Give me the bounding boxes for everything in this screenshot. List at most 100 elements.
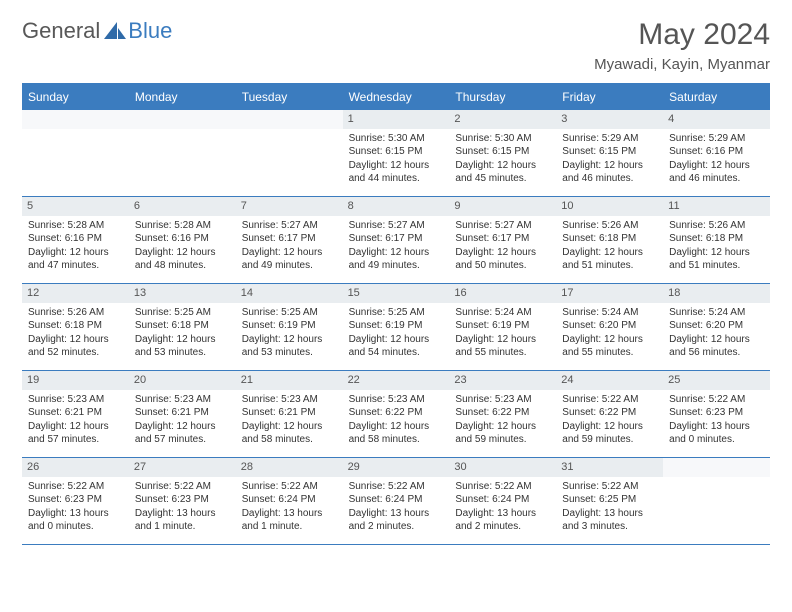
day-cell: 13Sunrise: 5:25 AMSunset: 6:18 PMDayligh…: [129, 284, 236, 370]
day-cell: 10Sunrise: 5:26 AMSunset: 6:18 PMDayligh…: [556, 197, 663, 283]
day-cell: 25Sunrise: 5:22 AMSunset: 6:23 PMDayligh…: [663, 371, 770, 457]
day-cell: 30Sunrise: 5:22 AMSunset: 6:24 PMDayligh…: [449, 458, 556, 544]
day-info-line: Daylight: 12 hours: [28, 333, 123, 347]
day-info-line: and 51 minutes.: [562, 259, 657, 273]
day-number: 7: [236, 197, 343, 216]
day-info-line: and 55 minutes.: [455, 346, 550, 360]
day-number: 10: [556, 197, 663, 216]
day-cell: 12Sunrise: 5:26 AMSunset: 6:18 PMDayligh…: [22, 284, 129, 370]
day-info-line: Sunrise: 5:25 AM: [135, 306, 230, 320]
day-cell: 2Sunrise: 5:30 AMSunset: 6:15 PMDaylight…: [449, 110, 556, 196]
day-info-line: Daylight: 12 hours: [135, 246, 230, 260]
day-info-line: Daylight: 12 hours: [349, 333, 444, 347]
day-info-line: and 46 minutes.: [562, 172, 657, 186]
day-cell: 6 Sunrise: 5:28 AMSunset: 6:16 PMDaylight…: [129, 197, 236, 283]
day-number: [22, 110, 129, 129]
day-info-line: Sunrise: 5:24 AM: [562, 306, 657, 320]
day-cell: [129, 110, 236, 196]
day-info-line: Sunset: 6:21 PM: [242, 406, 337, 420]
day-info-line: Sunset: 6:18 PM: [28, 319, 123, 333]
day-info-line: Daylight: 12 hours: [28, 246, 123, 260]
day-header: Monday: [129, 85, 236, 110]
day-info-line: Sunset: 6:25 PM: [562, 493, 657, 507]
day-number: 11: [663, 197, 770, 216]
day-info-line: Daylight: 12 hours: [349, 246, 444, 260]
day-cell: 27Sunrise: 5:22 AMSunset: 6:23 PMDayligh…: [129, 458, 236, 544]
logo-sail-icon: [104, 22, 126, 40]
day-info-line: Daylight: 12 hours: [455, 246, 550, 260]
day-cell: 1Sunrise: 5:30 AMSunset: 6:15 PMDaylight…: [343, 110, 450, 196]
week-row: 19Sunrise: 5:23 AMSunset: 6:21 PMDayligh…: [22, 371, 770, 458]
day-cell: 22Sunrise: 5:23 AMSunset: 6:22 PMDayligh…: [343, 371, 450, 457]
title-block: May 2024 Myawadi, Kayin, Myanmar: [594, 18, 770, 73]
day-info-line: and 52 minutes.: [28, 346, 123, 360]
day-info-line: Sunset: 6:22 PM: [349, 406, 444, 420]
calendar: Sunday Monday Tuesday Wednesday Thursday…: [22, 83, 770, 545]
day-info-line: Sunset: 6:22 PM: [455, 406, 550, 420]
day-info-line: and 47 minutes.: [28, 259, 123, 273]
day-number: 20: [129, 371, 236, 390]
day-info-line: Daylight: 12 hours: [562, 246, 657, 260]
day-info-line: Daylight: 13 hours: [135, 507, 230, 521]
day-info-line: and 59 minutes.: [562, 433, 657, 447]
day-info-line: Sunset: 6:17 PM: [242, 232, 337, 246]
day-info-line: Sunset: 6:23 PM: [669, 406, 764, 420]
day-info-line: and 50 minutes.: [455, 259, 550, 273]
day-cell: 29Sunrise: 5:22 AMSunset: 6:24 PMDayligh…: [343, 458, 450, 544]
day-cell: 15Sunrise: 5:25 AMSunset: 6:19 PMDayligh…: [343, 284, 450, 370]
day-number: 19: [22, 371, 129, 390]
day-number: 6: [129, 197, 236, 216]
day-info-line: and 55 minutes.: [562, 346, 657, 360]
day-info-line: Daylight: 13 hours: [28, 507, 123, 521]
day-info-line: and 0 minutes.: [28, 520, 123, 534]
logo: General Blue: [22, 18, 172, 44]
logo-text-1: General: [22, 18, 100, 44]
day-cell: 20Sunrise: 5:23 AMSunset: 6:21 PMDayligh…: [129, 371, 236, 457]
day-info-line: Sunrise: 5:23 AM: [349, 393, 444, 407]
day-info-line: and 57 minutes.: [135, 433, 230, 447]
day-info-line: Daylight: 13 hours: [669, 420, 764, 434]
day-info-line: Sunset: 6:24 PM: [349, 493, 444, 507]
day-info-line: Sunrise: 5:23 AM: [455, 393, 550, 407]
day-info-line: Daylight: 13 hours: [455, 507, 550, 521]
day-info-line: Sunset: 6:16 PM: [135, 232, 230, 246]
day-info-line: Sunrise: 5:26 AM: [669, 219, 764, 233]
day-info-line: Sunset: 6:20 PM: [669, 319, 764, 333]
week-row: 5Sunrise: 5:28 AMSunset: 6:16 PMDaylight…: [22, 197, 770, 284]
day-info-line: Sunrise: 5:22 AM: [28, 480, 123, 494]
day-info-line: Sunrise: 5:23 AM: [28, 393, 123, 407]
day-info-line: Sunrise: 5:22 AM: [562, 393, 657, 407]
day-header: Wednesday: [343, 85, 450, 110]
day-info-line: Daylight: 12 hours: [135, 333, 230, 347]
day-info-line: Sunrise: 5:24 AM: [669, 306, 764, 320]
day-header: Tuesday: [236, 85, 343, 110]
day-info-line: and 58 minutes.: [349, 433, 444, 447]
day-cell: [663, 458, 770, 544]
day-info-line: and 53 minutes.: [242, 346, 337, 360]
day-cell: 8Sunrise: 5:27 AMSunset: 6:17 PMDaylight…: [343, 197, 450, 283]
day-number: 3: [556, 110, 663, 129]
day-info-line: Daylight: 13 hours: [242, 507, 337, 521]
day-info-line: Sunrise: 5:29 AM: [562, 132, 657, 146]
day-cell: 19Sunrise: 5:23 AMSunset: 6:21 PMDayligh…: [22, 371, 129, 457]
day-info-line: Sunrise: 5:23 AM: [242, 393, 337, 407]
day-info-line: Sunset: 6:24 PM: [455, 493, 550, 507]
week-row: 12Sunrise: 5:26 AMSunset: 6:18 PMDayligh…: [22, 284, 770, 371]
day-info-line: Daylight: 12 hours: [562, 333, 657, 347]
day-number: 31: [556, 458, 663, 477]
day-info-line: Sunset: 6:21 PM: [135, 406, 230, 420]
day-info-line: Sunrise: 5:28 AM: [135, 219, 230, 233]
day-number: 17: [556, 284, 663, 303]
day-number: [236, 110, 343, 129]
day-number: 16: [449, 284, 556, 303]
day-info-line: Daylight: 12 hours: [669, 333, 764, 347]
day-info-line: Daylight: 12 hours: [669, 246, 764, 260]
weeks-container: 1Sunrise: 5:30 AMSunset: 6:15 PMDaylight…: [22, 110, 770, 545]
day-info-line: and 54 minutes.: [349, 346, 444, 360]
day-info-line: Sunrise: 5:30 AM: [349, 132, 444, 146]
day-header-row: Sunday Monday Tuesday Wednesday Thursday…: [22, 85, 770, 110]
day-info-line: Sunset: 6:16 PM: [669, 145, 764, 159]
week-row: 26Sunrise: 5:22 AMSunset: 6:23 PMDayligh…: [22, 458, 770, 545]
day-info-line: Sunrise: 5:30 AM: [455, 132, 550, 146]
day-info-line: Sunset: 6:18 PM: [562, 232, 657, 246]
